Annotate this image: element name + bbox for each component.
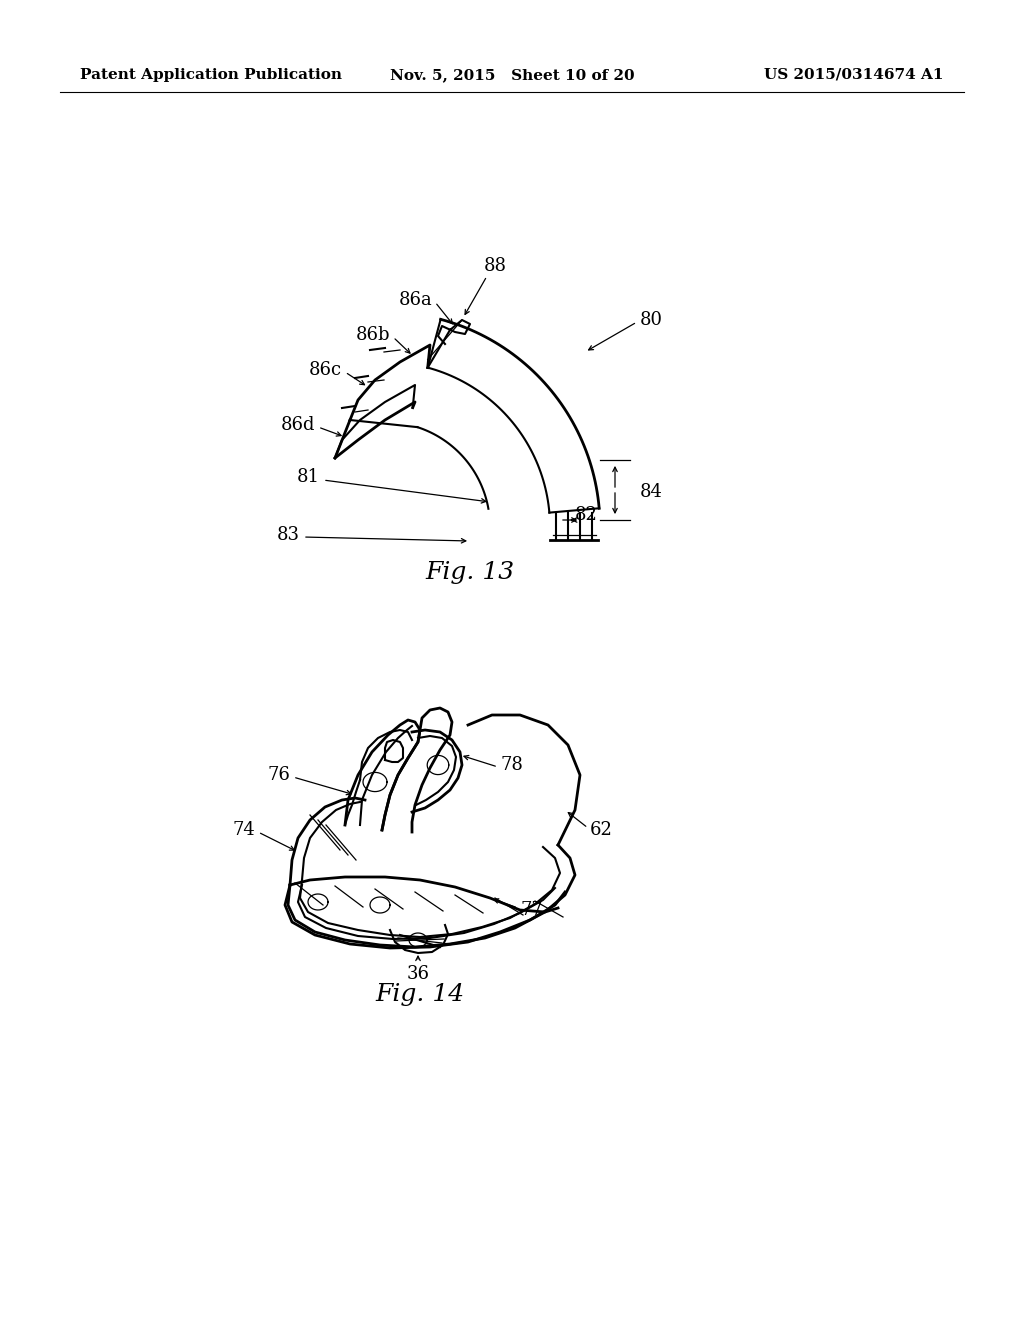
Text: 77: 77 [520, 902, 543, 919]
Text: 36: 36 [407, 965, 429, 983]
Text: US 2015/0314674 A1: US 2015/0314674 A1 [765, 69, 944, 82]
Text: Fig. 13: Fig. 13 [425, 561, 515, 583]
Text: 81: 81 [297, 469, 319, 486]
Text: 86b: 86b [355, 326, 390, 345]
Text: 84: 84 [640, 483, 663, 502]
Text: 78: 78 [500, 756, 523, 774]
Text: 86a: 86a [398, 290, 432, 309]
Text: 76: 76 [267, 766, 290, 784]
Text: 82: 82 [575, 506, 598, 524]
Text: 80: 80 [640, 312, 663, 329]
Text: 62: 62 [590, 821, 613, 840]
Text: 86c: 86c [309, 360, 342, 379]
Text: Patent Application Publication: Patent Application Publication [80, 69, 342, 82]
Text: 88: 88 [483, 257, 507, 275]
Text: Fig. 14: Fig. 14 [376, 983, 465, 1006]
Text: 74: 74 [232, 821, 255, 840]
Text: Nov. 5, 2015   Sheet 10 of 20: Nov. 5, 2015 Sheet 10 of 20 [390, 69, 634, 82]
Text: 86d: 86d [281, 416, 315, 434]
Text: 83: 83 [278, 525, 300, 544]
